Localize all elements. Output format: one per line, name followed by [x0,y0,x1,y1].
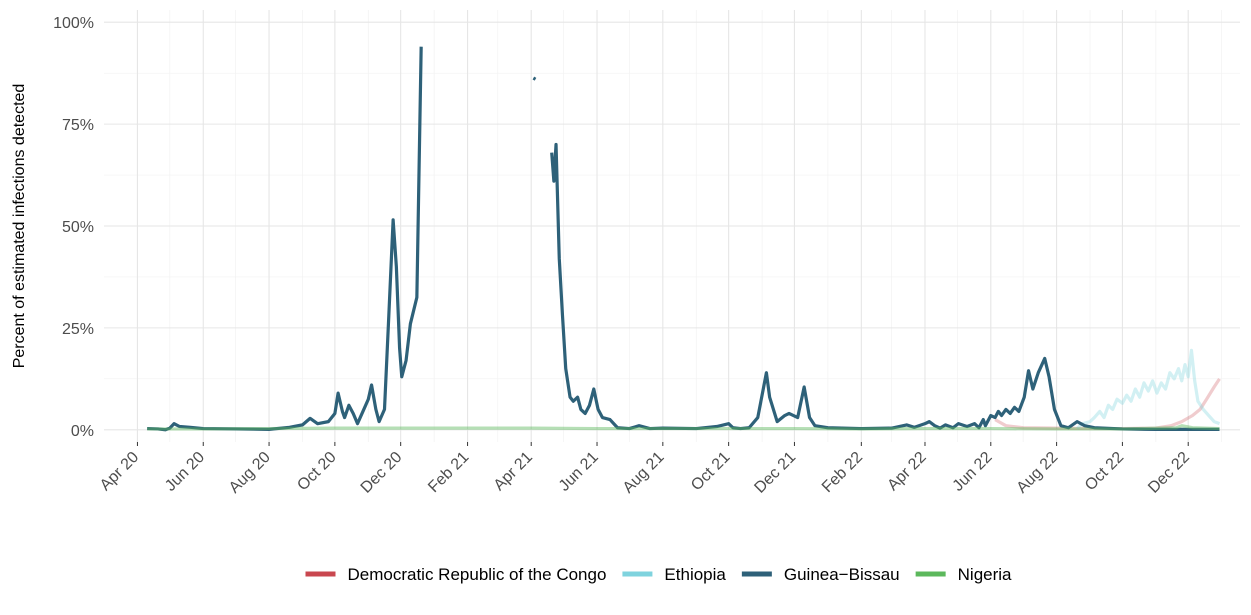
y-axis: 0% 25% 50% 75% 100% [53,15,94,440]
x-tick-label: Oct 21 [688,449,733,494]
y-tick-label: 25% [62,321,94,338]
legend-label: Guinea−Bissau [784,565,900,584]
y-tick-label: 50% [62,219,94,236]
legend-label: Ethiopia [664,565,726,584]
legend-label: Nigeria [958,565,1012,584]
x-tick-label: Jun 21 [556,449,602,495]
series-line-3 [147,424,1220,431]
x-tick-label: Apr 22 [884,449,929,494]
x-tick-label: Aug 20 [226,449,274,497]
x-axis: Apr 20 Jun 20 Aug 20 Oct 20 Dec 20 Feb 21 Apr … [97,442,1193,497]
x-tick-label: Dec 20 [358,449,406,497]
x-tick-label: Dec 22 [1145,449,1193,497]
legend-label: Democratic Republic of the Congo [348,565,607,584]
x-tick-label: Apr 20 [97,449,142,494]
x-tick-label: Aug 21 [620,449,668,497]
x-tick-label: Feb 21 [425,449,472,496]
x-tick-label: Feb 22 [819,449,866,496]
series-line-2 [532,76,537,81]
y-tick-label: 0% [71,423,94,440]
series-line-1 [1076,348,1221,430]
x-tick-label: Jun 20 [162,449,208,495]
y-tick-label: 75% [62,117,94,134]
y-tick-label: 100% [53,15,94,32]
x-tick-label: Oct 22 [1082,449,1127,494]
x-tick-label: Dec 21 [751,449,799,497]
x-tick-label: Oct 20 [294,449,339,494]
series-line-0 [994,377,1221,431]
grid-major [104,10,1240,442]
x-tick-label: Jun 22 [950,449,996,495]
series-line-2 [147,46,423,432]
x-tick-label: Apr 21 [491,449,536,494]
series-lines [147,46,1221,432]
y-axis-title: Percent of estimated infections detected [11,84,28,369]
legend: Democratic Republic of the Congo Ethiopia… [305,565,1012,584]
x-tick-label: Aug 22 [1014,449,1062,497]
series-line-2 [550,142,1220,431]
